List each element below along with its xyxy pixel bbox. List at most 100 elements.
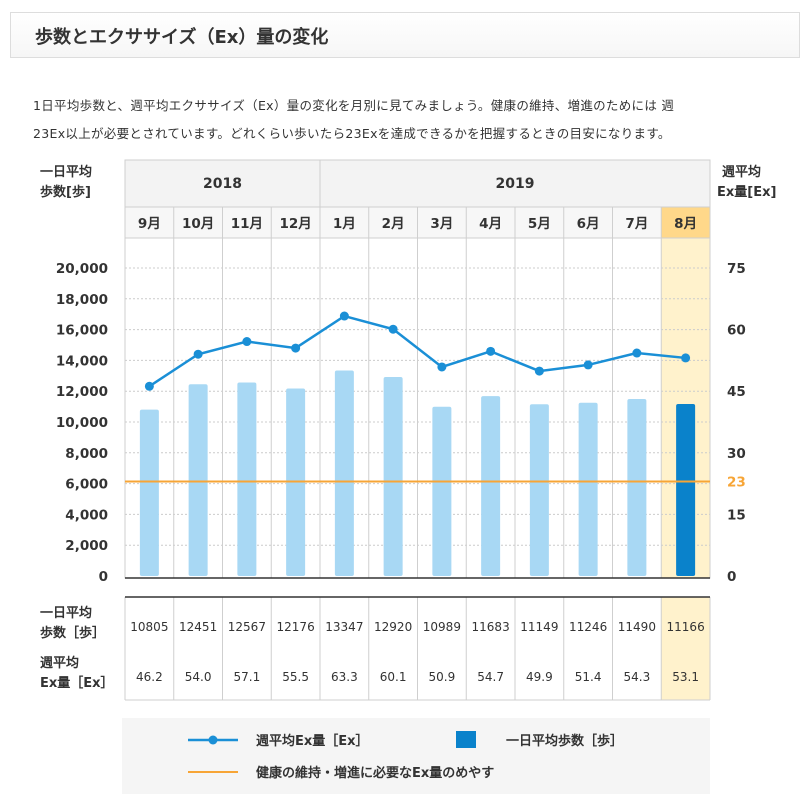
point-ex [339, 311, 349, 321]
left-tick-label: 14,000 [56, 353, 108, 369]
table-cell: 54.7 [477, 670, 504, 684]
description: 1日平均歩数と、週平均エクササイズ（Ex）量の変化を月別に見てみましょう。健康の… [33, 92, 793, 148]
legend-bar-label: 一日平均歩数［歩］ [506, 733, 623, 749]
bar-steps [286, 388, 306, 576]
bar-steps [237, 382, 257, 576]
table-cell: 10989 [423, 620, 461, 634]
table-cell: 11490 [618, 620, 656, 634]
table-cell: 57.1 [234, 670, 261, 684]
point-ex [534, 366, 544, 376]
month-label: 6月 [577, 216, 600, 232]
month-label: 11月 [231, 216, 263, 232]
right-tick-label: 45 [727, 384, 746, 400]
left-tick-label: 6,000 [65, 477, 108, 493]
bar-steps [578, 402, 598, 576]
month-label: 2月 [382, 216, 405, 232]
table-row-label-2: Ex量［Ex］ [40, 675, 114, 691]
right-tick-label: 75 [727, 261, 746, 277]
legend-reference-label: 健康の維持・増進に必要なEx量のめやす [256, 765, 494, 781]
right-tick-label: 60 [727, 323, 746, 339]
right-tick-label: 0 [727, 569, 736, 585]
left-axis-label-1: 一日平均 [40, 164, 92, 180]
table-cell: 11683 [472, 620, 510, 634]
left-tick-label: 20,000 [56, 261, 108, 277]
year-header-bg [125, 160, 710, 207]
bar-steps [139, 409, 159, 576]
left-tick-label: 16,000 [56, 323, 108, 339]
month-label: 12月 [279, 216, 311, 232]
table-cell: 12920 [374, 620, 412, 634]
table-cell: 55.5 [282, 670, 309, 684]
point-ex [242, 337, 252, 347]
year-label: 2018 [203, 176, 242, 192]
month-label: 3月 [430, 216, 453, 232]
table-cell: 46.2 [136, 670, 163, 684]
table-cell: 51.4 [575, 670, 602, 684]
chart-frame [124, 159, 711, 579]
month-label: 7月 [625, 216, 648, 232]
table-cell: 63.3 [331, 670, 358, 684]
legend-line-marker [208, 735, 218, 745]
point-ex [388, 324, 398, 334]
table-cell: 49.9 [526, 670, 553, 684]
table-row-label-2: 歩数［歩］ [40, 625, 105, 641]
right-tick-label: 30 [727, 446, 746, 462]
description-line-1: 1日平均歩数と、週平均エクササイズ（Ex）量の変化を月別に見てみましょう。健康の… [33, 98, 675, 113]
month-label: 4月 [479, 216, 502, 232]
table-cell: 10805 [130, 620, 168, 634]
table-row-label-1: 一日平均 [40, 605, 92, 621]
point-ex [193, 349, 203, 359]
highlight-month-header [661, 207, 710, 238]
bar-steps [529, 404, 549, 576]
left-axis-label-2: 歩数[歩] [40, 184, 91, 200]
bar-steps [383, 377, 403, 576]
bar-steps [188, 384, 208, 576]
reference-line-label: 23 [727, 475, 746, 491]
legend-bar-swatch [456, 731, 476, 748]
point-ex [681, 353, 691, 363]
table-row-label-1: 週平均 [40, 655, 79, 671]
right-axis-label-1: 週平均 [722, 164, 761, 180]
point-ex [486, 346, 496, 356]
table-cell: 53.1 [672, 670, 699, 684]
left-tick-label: 4,000 [65, 507, 108, 523]
point-ex [291, 343, 301, 353]
bar-steps [481, 396, 501, 576]
left-tick-label: 0 [99, 569, 108, 585]
right-axis-label-2: Ex量[Ex] [717, 185, 776, 200]
bar-steps [334, 370, 354, 576]
table-cell: 54.0 [185, 670, 212, 684]
left-tick-label: 10,000 [56, 415, 108, 431]
left-tick-label: 18,000 [56, 292, 108, 308]
table-cell: 50.9 [429, 670, 456, 684]
table-cell: 11149 [520, 620, 558, 634]
legend-line-label: 週平均Ex量［Ex］ [256, 733, 369, 749]
left-tick-label: 8,000 [65, 446, 108, 462]
table-cell: 60.1 [380, 670, 407, 684]
right-tick-label: 15 [727, 507, 746, 523]
bar-steps [676, 404, 696, 576]
point-ex [437, 362, 447, 372]
highlight-column [661, 238, 710, 578]
table-cell: 12451 [179, 620, 217, 634]
section-header: 歩数とエクササイズ（Ex）量の変化 [10, 12, 800, 58]
point-ex [583, 360, 593, 370]
month-label: 1月 [333, 216, 356, 232]
line-ex [148, 314, 686, 388]
month-header-bg [125, 207, 662, 238]
table-cell: 12567 [228, 620, 266, 634]
description-line-2: 23Ex以上が必要とされています。どれくらい歩いたら23Exを達成できるかを把握… [33, 126, 671, 141]
month-label: 5月 [528, 216, 551, 232]
page-title: 歩数とエクササイズ（Ex）量の変化 [35, 27, 329, 48]
bar-steps [627, 399, 647, 576]
table-cell: 13347 [325, 620, 363, 634]
month-label: 10月 [182, 216, 214, 232]
month-label: 8月 [674, 216, 697, 232]
table-cell: 54.3 [624, 670, 651, 684]
point-ex [632, 348, 642, 358]
left-tick-label: 2,000 [65, 538, 108, 554]
point-ex [144, 381, 154, 391]
bar-steps [432, 406, 452, 576]
month-label: 9月 [138, 216, 161, 232]
table-cell: 12176 [277, 620, 315, 634]
